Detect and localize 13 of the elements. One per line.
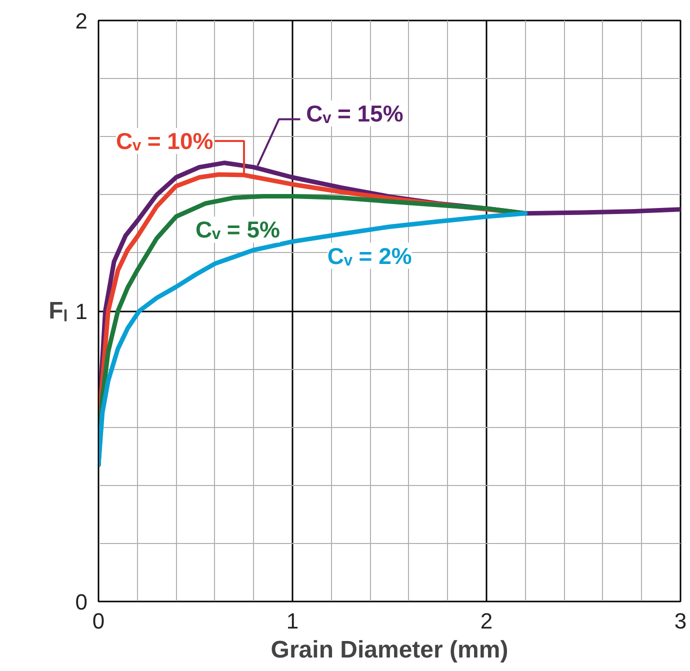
y-axis-title: Fₗ — [48, 298, 68, 324]
series-label: Cᵥ = 2% — [327, 242, 412, 269]
x-tick-label: 3 — [674, 608, 687, 634]
series-label: Cᵥ = 10% — [116, 128, 214, 154]
x-tick-label: 2 — [480, 608, 493, 634]
y-tick-label: 0 — [75, 590, 88, 614]
x-tick-label: 1 — [286, 608, 299, 634]
x-tick-label: 0 — [92, 608, 105, 634]
y-tick-label: 1 — [75, 299, 88, 324]
text: Cᵥ = 15% — [306, 100, 404, 126]
x-axis-title: Grain Diameter (mm) — [270, 636, 508, 664]
series-label: Cᵥ = 5% — [196, 216, 280, 243]
y-tick-label: 2 — [75, 8, 88, 34]
